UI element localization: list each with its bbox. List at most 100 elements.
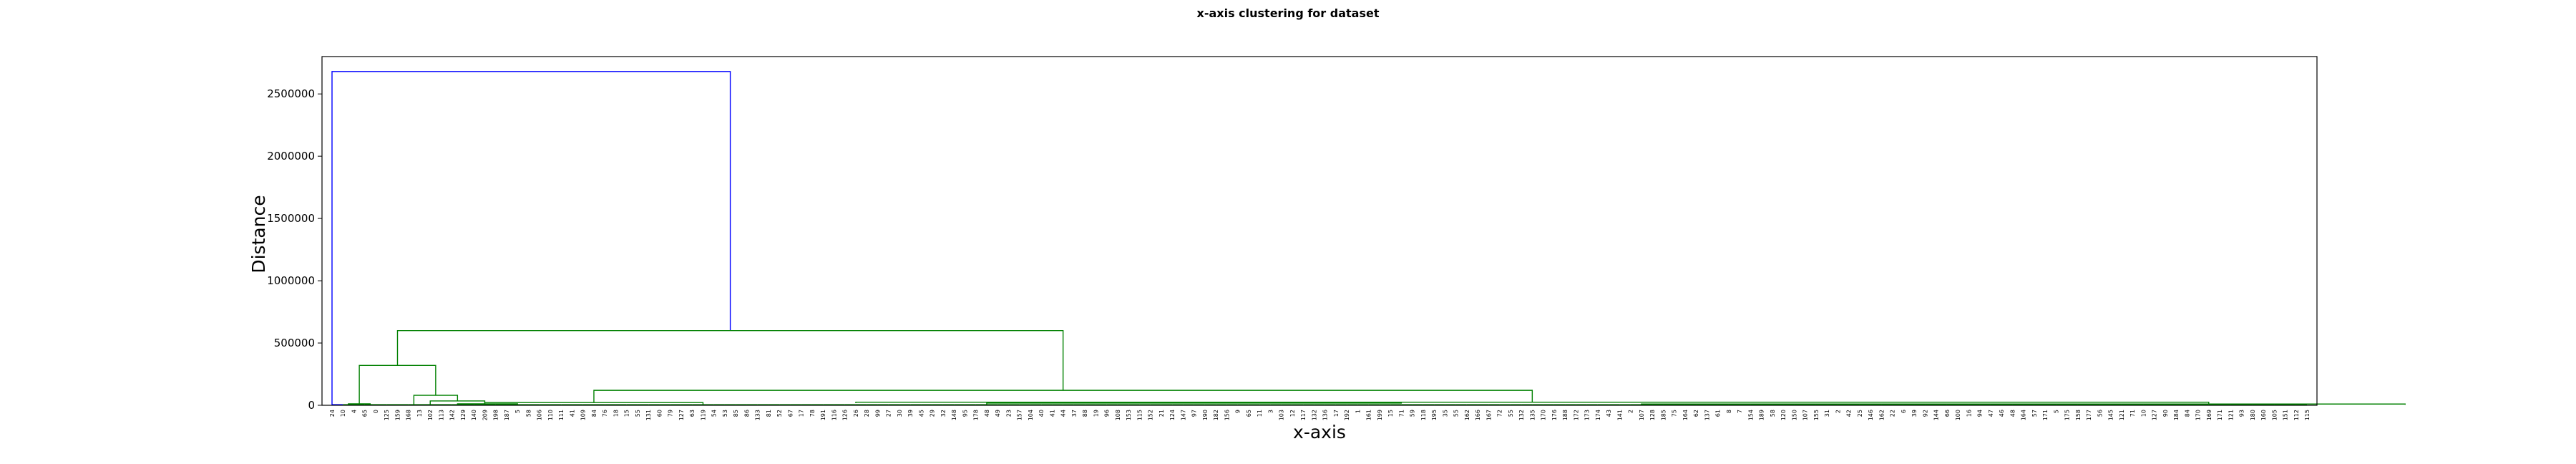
x-tick-label: 125 <box>384 410 390 420</box>
x-tick-label: 35 <box>1442 410 1448 417</box>
x-tick-label: 144 <box>1933 410 1940 420</box>
x-tick-label: 54 <box>711 410 718 417</box>
x-tick-label: 19 <box>1093 410 1099 417</box>
x-tick-label: 154 <box>1747 410 1754 420</box>
x-tick-label: 22 <box>1890 410 1896 417</box>
x-tick-label: 209 <box>482 410 488 420</box>
x-tick-label: 72 <box>1497 410 1503 417</box>
x-tick-label: 44 <box>1060 410 1067 417</box>
x-tick-label: 79 <box>668 410 674 417</box>
x-tick-label: 112 <box>2293 410 2300 420</box>
x-tick-label: 166 <box>1475 410 1481 420</box>
x-tick-label: 161 <box>1366 410 1372 420</box>
x-tick-label: 2 <box>1628 410 1634 413</box>
x-tick-label: 81 <box>766 410 772 417</box>
x-tick-label: 58 <box>1770 410 1776 417</box>
x-tick-label: 65 <box>362 410 369 417</box>
x-tick-label: 10 <box>2140 410 2147 417</box>
x-tick-label: 92 <box>1922 410 1928 417</box>
x-tick-label: 153 <box>1126 410 1132 420</box>
x-tick-label: 88 <box>1082 410 1088 417</box>
plot-frame <box>321 56 2318 406</box>
x-tick-label: 187 <box>504 410 510 420</box>
x-tick-label: 128 <box>1649 410 1656 420</box>
x-tick-label: 115 <box>1136 410 1143 420</box>
x-tick-label: 53 <box>722 410 728 417</box>
x-tick-label: 6 <box>1901 410 1907 413</box>
x-tick-label: 40 <box>1038 410 1045 417</box>
x-tick-label: 137 <box>1704 410 1710 420</box>
x-tick-label: 62 <box>1693 410 1699 417</box>
x-tick-label: 41 <box>1049 410 1055 417</box>
x-tick-label: 107 <box>1639 410 1645 420</box>
x-tick-label: 4 <box>351 410 357 413</box>
x-tick-label: 173 <box>1584 410 1591 420</box>
x-tick-label: 162 <box>1464 410 1470 420</box>
x-tick-label: 45 <box>918 410 924 417</box>
x-tick-label: 24 <box>329 410 336 417</box>
x-tick-label: 177 <box>2086 410 2092 420</box>
y-tick-label: 1500000 <box>267 212 315 225</box>
x-tick-label: 49 <box>995 410 1001 417</box>
x-tick-label: 156 <box>1224 410 1230 420</box>
x-tick-label: 121 <box>2228 410 2234 420</box>
x-tick-label: 94 <box>1977 410 1984 417</box>
x-tick-label: 104 <box>1028 410 1034 420</box>
x-tick-label: 39 <box>907 410 914 417</box>
x-tick-label: 136 <box>1322 410 1329 420</box>
y-tick-label: 2500000 <box>267 87 315 100</box>
x-tick-label: 1 <box>1355 410 1361 413</box>
x-tick-label: 76 <box>602 410 608 417</box>
x-tick-label: 13 <box>416 410 423 417</box>
x-tick-label: 43 <box>1606 410 1612 417</box>
y-tick-label: 0 <box>308 399 315 412</box>
x-tick-label: 0 <box>373 410 379 413</box>
x-tick-label: 127 <box>2152 410 2158 420</box>
x-axis-ticks: 24 10 4 65 0 125 159 168 13 102 113 142 129 140 209 198… <box>329 410 2311 420</box>
x-tick-label: 131 <box>645 410 652 420</box>
dendrogram-links <box>331 71 2406 405</box>
x-tick-label: 110 <box>547 410 554 420</box>
right-split-link <box>593 390 1533 403</box>
mid-group-link <box>484 402 704 405</box>
x-tick-label: 167 <box>1485 410 1492 420</box>
x-tick-label: 175 <box>2064 410 2071 420</box>
x-tick-label: 96 <box>1104 410 1111 417</box>
x-tick-label: 30 <box>897 410 903 417</box>
x-tick-label: 9 <box>1235 410 1241 413</box>
x-tick-label: 84 <box>2184 410 2190 417</box>
x-tick-label: 170 <box>1541 410 1547 420</box>
x-tick-label: 151 <box>2283 410 2289 420</box>
x-tick-label: 63 <box>689 410 696 417</box>
x-tick-label: 150 <box>1791 410 1797 420</box>
x-tick-label: 116 <box>831 410 837 420</box>
main-split-link <box>396 329 1064 391</box>
x-tick-label: 42 <box>1846 410 1853 417</box>
x-tick-label: 192 <box>1344 410 1350 420</box>
x-tick-label: 140 <box>471 410 477 420</box>
x-tick-label: 132 <box>1311 410 1317 420</box>
x-tick-label: 191 <box>820 410 826 420</box>
x-tick-label: 142 <box>449 410 456 420</box>
x-tick-label: 18 <box>613 410 619 417</box>
x-tick-label: 12 <box>1289 410 1296 417</box>
x-tick-label: 17 <box>799 410 805 417</box>
x-tick-label: 8 <box>1726 410 1732 413</box>
x-tick-label: 172 <box>1573 410 1579 420</box>
y-tick-label: 2000000 <box>267 150 315 163</box>
x-tick-label: 106 <box>537 410 543 420</box>
x-tick-label: 190 <box>1202 410 1209 420</box>
x-tick-label: 10 <box>340 410 346 417</box>
x-tick-label: 32 <box>940 410 947 417</box>
subgroup-link <box>413 395 459 405</box>
x-tick-label: 90 <box>2162 410 2169 417</box>
y-axis-label: Distance <box>248 195 269 273</box>
x-tick-label: 15 <box>624 410 630 417</box>
x-tick-label: 15 <box>1387 410 1394 417</box>
x-tick-label: 86 <box>743 410 750 417</box>
x-tick-label: 29 <box>930 410 936 417</box>
x-tick-label: 57 <box>2031 410 2038 417</box>
x-tick-label: 84 <box>591 410 597 417</box>
x-tick-label: 155 <box>1813 410 1820 420</box>
